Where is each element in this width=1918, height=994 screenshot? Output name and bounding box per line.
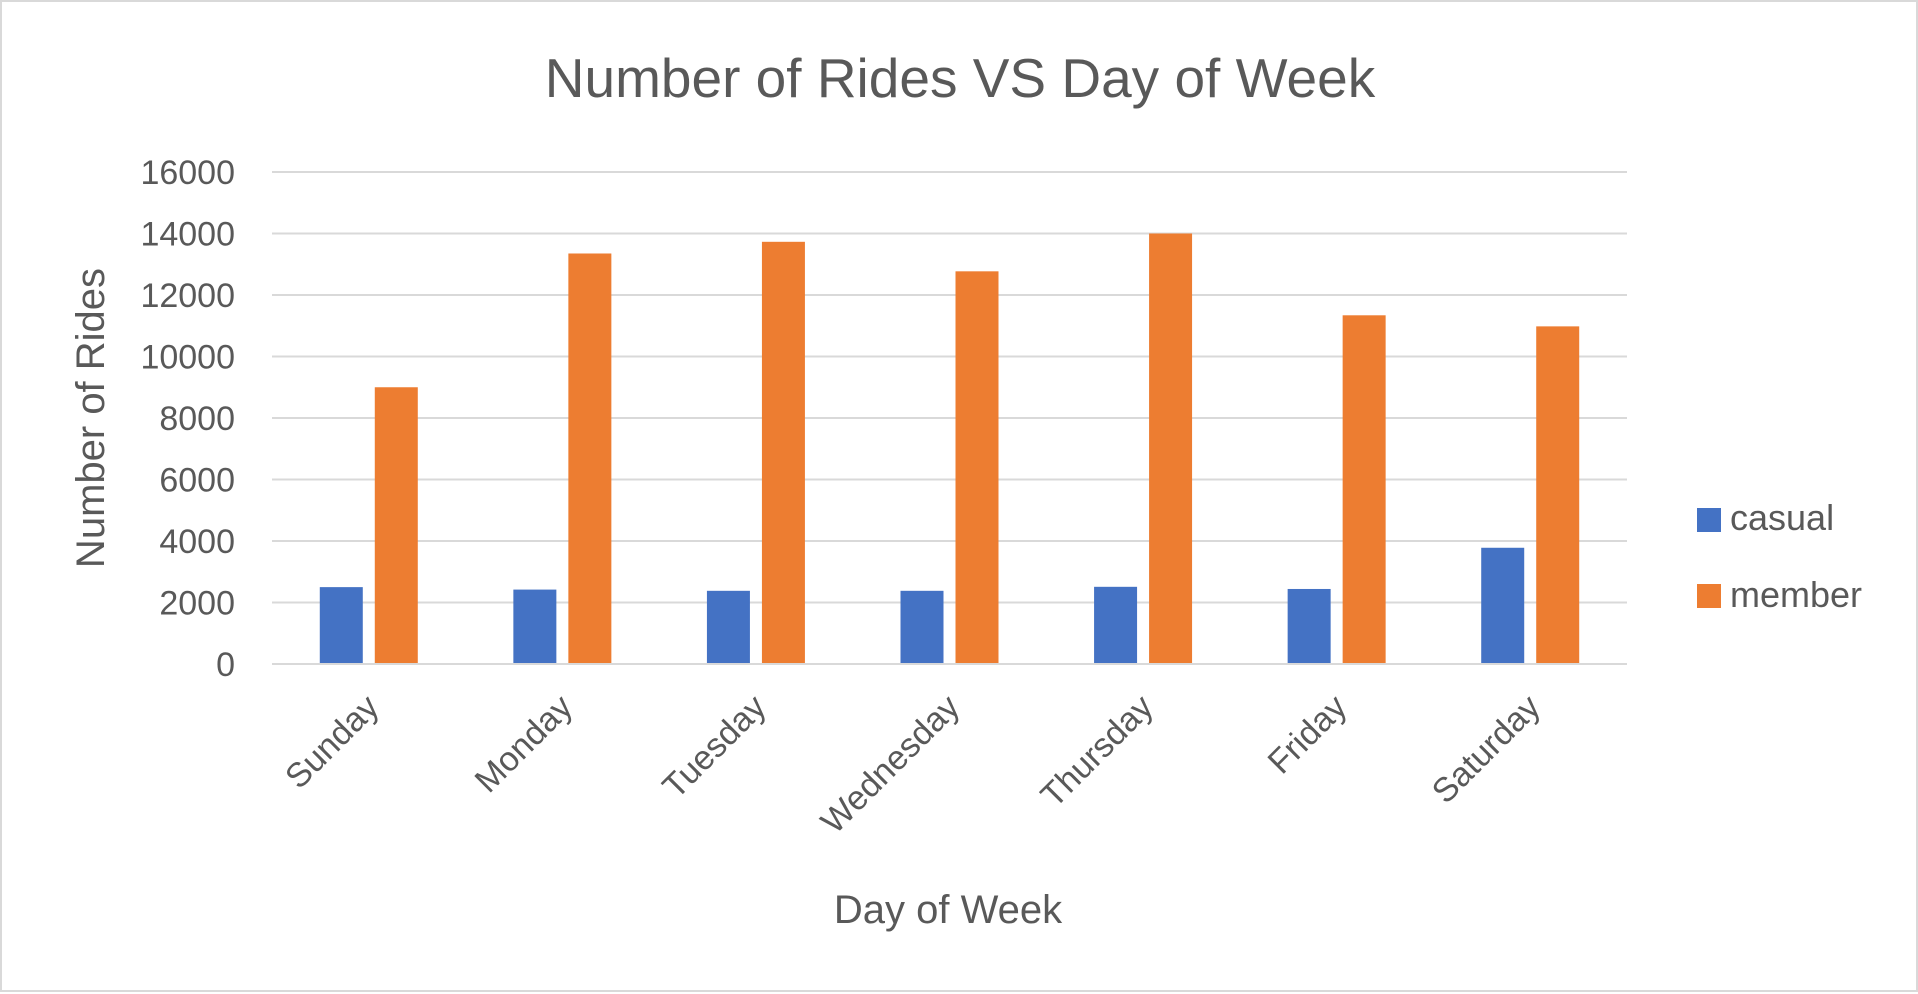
x-tick-label-wednesday: Wednesday — [814, 688, 967, 841]
bar-member-wednesday — [955, 271, 999, 664]
gridlines — [272, 171, 1627, 665]
legend: casual member — [1697, 497, 1862, 615]
legend-label-member: member — [1730, 574, 1862, 615]
bar-member-thursday — [1149, 233, 1193, 664]
bar-casual-wednesday — [900, 590, 944, 664]
bar-member-friday — [1342, 315, 1386, 664]
bar-member-tuesday — [761, 241, 805, 665]
bars — [272, 233, 1627, 665]
y-tick-label: 0 — [216, 646, 235, 684]
bar-casual-saturday — [1481, 547, 1525, 664]
y-axis-ticks: 0 2000 4000 6000 8000 10000 12000 14000 16000 — [140, 154, 235, 684]
y-tick-label: 12000 — [140, 277, 235, 315]
x-tick-label-saturday: Saturday — [1425, 688, 1548, 811]
bar-member-saturday — [1536, 326, 1580, 664]
y-tick-label: 14000 — [140, 216, 235, 254]
bar-casual-tuesday — [706, 590, 750, 664]
x-tick-label-sunday: Sunday — [278, 688, 386, 796]
y-tick-label: 10000 — [140, 339, 235, 377]
y-tick-label: 4000 — [159, 523, 235, 561]
x-tick-label-friday: Friday — [1261, 688, 1355, 782]
x-axis-label: Day of Week — [834, 888, 1063, 932]
x-tick-label-monday: Monday — [468, 688, 580, 800]
y-tick-label: 8000 — [159, 400, 235, 438]
bar-casual-sunday — [319, 587, 363, 664]
x-axis-ticks: Sunday Monday Tuesday Wednesday Thursday Frid… — [278, 688, 1548, 841]
bar-member-monday — [568, 253, 612, 665]
y-tick-label: 6000 — [159, 462, 235, 500]
y-tick-label: 2000 — [159, 585, 235, 623]
legend-label-casual: casual — [1730, 497, 1834, 538]
bar-member-sunday — [374, 387, 418, 664]
y-tick-label: 16000 — [140, 154, 235, 192]
bar-casual-friday — [1287, 588, 1331, 664]
bar-casual-thursday — [1094, 586, 1138, 664]
y-axis-label: Number of Rides — [69, 268, 113, 568]
x-tick-label-thursday: Thursday — [1034, 688, 1161, 815]
x-tick-label-tuesday: Tuesday — [655, 688, 773, 806]
bar-casual-monday — [513, 589, 557, 664]
chart-title: Number of Rides VS Day of Week — [545, 47, 1376, 109]
legend-swatch-member — [1697, 584, 1721, 608]
legend-swatch-casual — [1697, 508, 1721, 532]
